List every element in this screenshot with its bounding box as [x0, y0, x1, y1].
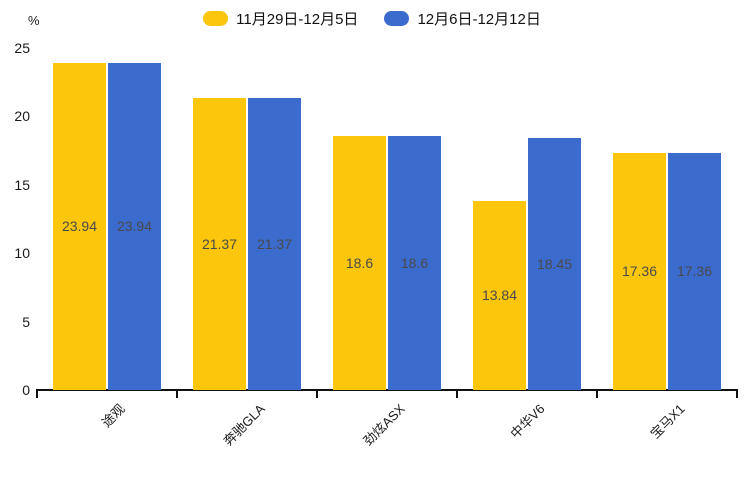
- y-tick-label: 20: [14, 108, 30, 125]
- x-axis-tick: [596, 389, 598, 398]
- legend-label: 11月29日-12月5日: [236, 10, 359, 28]
- y-tick-label: 5: [22, 313, 30, 330]
- bar: 21.37: [193, 97, 246, 390]
- bar: 18.6: [388, 135, 441, 390]
- y-tick-label: 15: [14, 176, 30, 193]
- x-axis-tick: [456, 389, 458, 398]
- y-axis-unit-label: %: [28, 13, 40, 28]
- bar-value-label: 23.94: [61, 218, 98, 235]
- bar-value-label: 13.84: [481, 287, 518, 304]
- bar: 21.37: [248, 97, 301, 390]
- bar-value-label: 21.37: [201, 235, 238, 252]
- x-axis-tick: [316, 389, 318, 398]
- bar-value-label: 18.6: [345, 254, 374, 271]
- x-tick-label: 劲炫ASX: [360, 401, 408, 449]
- x-axis-tick: [36, 389, 38, 398]
- legend-item[interactable]: 11月29日-12月5日: [203, 8, 358, 29]
- bar-value-label: 17.36: [676, 263, 713, 280]
- bar: 13.84: [473, 200, 526, 390]
- x-tick-label: 中华V6: [507, 401, 548, 442]
- x-tick-label: 途观: [98, 401, 128, 431]
- bar-value-label: 23.94: [116, 218, 153, 235]
- y-tick-label: 0: [22, 382, 30, 398]
- x-axis-tick: [736, 389, 738, 398]
- y-tick-label: 25: [14, 40, 30, 56]
- bar: 18.45: [528, 137, 581, 390]
- legend-label: 12月6日-12月12日: [417, 10, 541, 28]
- x-axis-line: [36, 389, 738, 391]
- bar: 18.6: [333, 135, 386, 390]
- bar: 17.36: [613, 152, 666, 390]
- bar: 17.36: [668, 152, 721, 390]
- x-tick-label: 宝马X1: [647, 401, 688, 442]
- bar-value-label: 17.36: [621, 263, 658, 280]
- bar: 23.94: [53, 62, 106, 390]
- x-tick-label: 奔驰GLA: [220, 401, 268, 449]
- bar-value-label: 18.6: [400, 254, 429, 271]
- bar-value-label: 21.37: [256, 235, 293, 252]
- legend-item[interactable]: 12月6日-12月12日: [384, 8, 541, 29]
- legend-swatch-icon: [384, 10, 410, 26]
- bar: 23.94: [108, 62, 161, 390]
- chart-legend: 11月29日-12月5日 12月6日-12月12日: [0, 6, 744, 30]
- x-axis-tick: [176, 389, 178, 398]
- legend-swatch-icon: [203, 10, 229, 26]
- y-tick-label: 10: [14, 245, 30, 262]
- bar-value-label: 18.45: [536, 255, 573, 272]
